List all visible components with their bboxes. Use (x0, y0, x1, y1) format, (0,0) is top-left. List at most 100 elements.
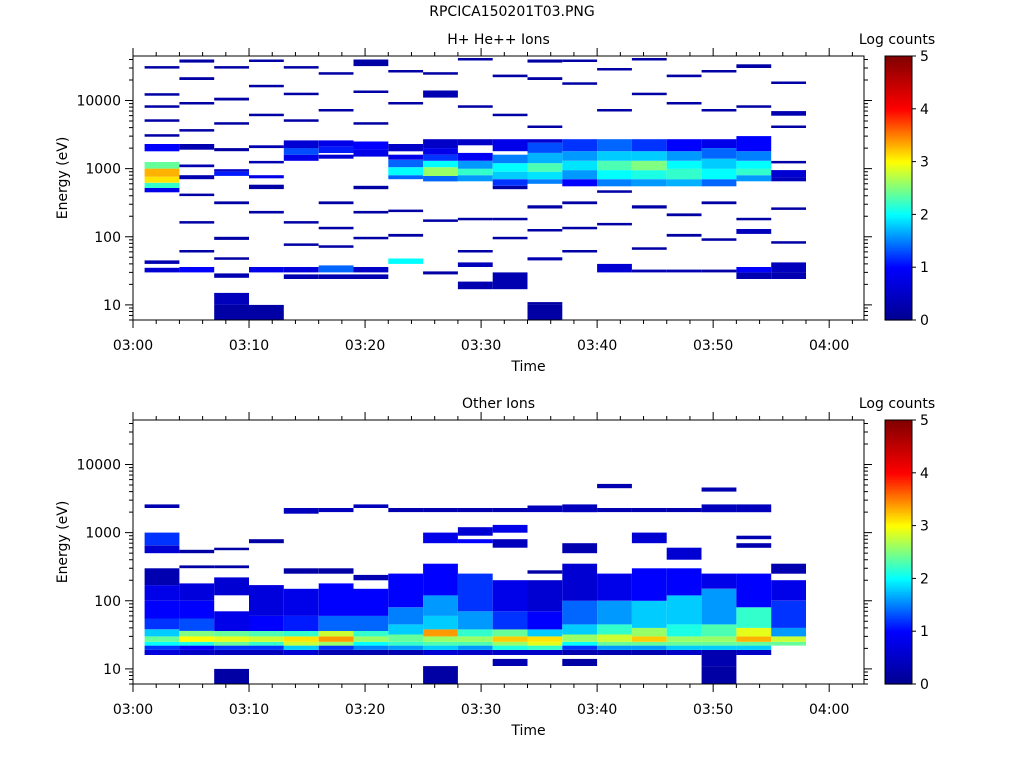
heatmap-cell (771, 600, 806, 628)
x-tick-label: 03:20 (345, 702, 385, 718)
heatmap-cell (214, 201, 249, 205)
heatmap-cell (666, 568, 702, 596)
heatmap-cell (353, 641, 389, 646)
heatmap-cell (214, 611, 249, 631)
y-tick-label: 10000 (76, 458, 121, 474)
heatmap-cell (423, 615, 458, 630)
heatmap-cell (423, 645, 458, 650)
heatmap-cell (562, 59, 598, 62)
heatmap-cell (214, 257, 249, 260)
heatmap-cell (283, 148, 319, 155)
heatmap-cell (736, 573, 772, 608)
heatmap-cell (144, 144, 180, 152)
heatmap-cell (214, 565, 249, 569)
heatmap-cell (144, 618, 180, 630)
y-tick-label: 10 (103, 662, 121, 678)
heatmap-cell (631, 160, 667, 171)
heatmap-cell (249, 645, 284, 650)
heatmap-cell (214, 169, 249, 172)
heatmap-cell (318, 245, 354, 248)
y-tick-label: 1000 (85, 162, 121, 178)
heatmap-cell (144, 176, 180, 183)
heatmap-cell (144, 585, 180, 601)
heatmap-cell (179, 600, 215, 619)
heatmap-cell (631, 532, 667, 544)
heatmap-cell (631, 600, 667, 628)
heatmap-cell (492, 645, 528, 650)
heatmap-cell (179, 645, 215, 650)
heatmap-cell (527, 139, 563, 143)
heatmap-cell (527, 125, 563, 128)
y-axis-label: Energy (eV) (55, 137, 71, 220)
heatmap-cell (353, 636, 389, 642)
x-tick-label: 03:00 (113, 702, 153, 718)
heatmap-cell (283, 645, 319, 650)
heatmap-cell (423, 641, 458, 646)
x-tick-label: 03:20 (345, 338, 385, 354)
heatmap-cell (527, 205, 563, 209)
heatmap-cell (492, 171, 528, 180)
heatmap-cell (631, 58, 667, 61)
heatmap-cell (666, 269, 702, 273)
heatmap-cell (318, 72, 354, 75)
heatmap-cell (283, 508, 319, 514)
heatmap-cell (318, 226, 354, 230)
heatmap-cell (457, 175, 493, 182)
heatmap-cell (492, 658, 528, 666)
heatmap-cell (736, 151, 772, 161)
heatmap-cell (249, 636, 284, 642)
heatmap-cell (144, 105, 180, 108)
heatmap-cell (701, 641, 737, 646)
heatmap-cell (597, 68, 632, 71)
heatmap-cell (353, 236, 389, 240)
heatmap-cell (457, 645, 493, 650)
heatmap-cell (562, 649, 598, 655)
heatmap-cell (597, 151, 632, 161)
heatmap-cell (631, 627, 667, 637)
colorbar-tick-label: 3 (920, 519, 929, 535)
heatmap-cell (457, 611, 493, 630)
heatmap-cell (736, 272, 772, 279)
heatmap-cell (249, 59, 284, 62)
heatmap-cell (214, 97, 249, 101)
heatmap-cell (631, 205, 667, 209)
heatmap-cell (318, 140, 354, 147)
heatmap-cell (388, 154, 424, 160)
heatmap-cell (214, 645, 249, 650)
heatmap-cell (214, 236, 249, 240)
heatmap-cell (283, 243, 319, 246)
x-tick-label: 04:00 (809, 702, 849, 718)
heatmap-cell (214, 292, 249, 305)
heatmap-cell (388, 159, 424, 168)
heatmap-cell (179, 129, 215, 132)
heatmap-cell (388, 607, 424, 625)
heatmap-cell (144, 188, 180, 193)
heatmap-cell (492, 524, 528, 533)
plot-frame (132, 419, 865, 685)
heatmap-cell (144, 649, 180, 655)
heatmap-cell (249, 304, 284, 320)
heatmap-cell (492, 611, 528, 630)
page-title: RPCICA150201T03.PNG (429, 4, 595, 20)
heatmap-cell (457, 262, 493, 267)
heatmap-cell (527, 152, 563, 164)
heatmap-cell (666, 645, 702, 650)
heatmap-cell (353, 631, 389, 637)
heatmap-cell (492, 185, 528, 190)
heatmap-cell (457, 508, 493, 513)
heatmap-cell (249, 585, 284, 616)
heatmap-cell (492, 629, 528, 637)
heatmap-cell (457, 160, 493, 169)
heatmap-cell (597, 109, 632, 112)
heatmap-cell (179, 221, 215, 224)
heatmap-cell (457, 539, 493, 544)
heatmap-cell (214, 122, 249, 125)
heatmap-cell (736, 641, 772, 646)
heatmap-cell (214, 171, 249, 176)
x-tick-label: 03:40 (577, 338, 617, 354)
heatmap-cell (631, 179, 667, 187)
heatmap-cell (249, 84, 284, 88)
heatmap-cell (318, 645, 354, 650)
heatmap-cell (701, 624, 737, 637)
heatmap-cell (144, 636, 180, 642)
